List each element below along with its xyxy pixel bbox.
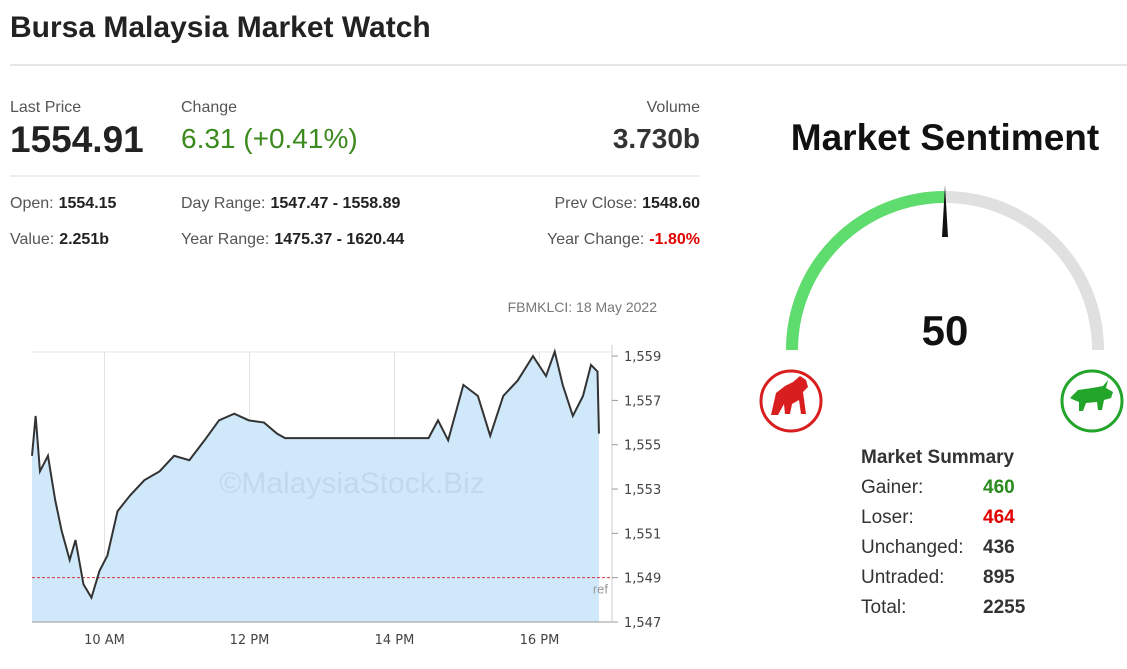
- detail: Day Range: 1547.47 - 1558.89: [181, 195, 400, 212]
- summary-label: Unchanged:: [861, 537, 963, 558]
- sentiment-title: Market Sentiment: [791, 117, 1099, 158]
- sentiment-value: 50: [922, 307, 969, 354]
- y-tick-label: 1,553: [624, 483, 661, 498]
- line: [31, 348, 600, 601]
- gauge: 50: [786, 185, 1104, 354]
- watermark: ©MalaysiaStock.Biz: [219, 467, 485, 500]
- bull-icon: [1060, 369, 1124, 433]
- detail: Value: 2.251b: [10, 231, 109, 248]
- summary-value: 2255: [983, 597, 1026, 618]
- detail-value: 1547.47 - 1558.89: [271, 195, 401, 212]
- y-tick-label: 1,547: [624, 616, 661, 631]
- page-title: Bursa Malaysia Market Watch: [10, 11, 431, 44]
- detail-label: Open:: [10, 195, 54, 212]
- y-tick-label: 1,559: [624, 350, 661, 365]
- x-tick-label: 10 AM: [84, 633, 125, 648]
- summary-value: 436: [983, 537, 1015, 558]
- detail-label: Day Range:: [181, 195, 266, 212]
- volume-label: Volume: [647, 99, 700, 116]
- detail: Open: 1554.15: [10, 195, 117, 212]
- x-tick-label: 12 PM: [230, 633, 270, 648]
- summary-value: 464: [983, 507, 1015, 528]
- summary-value: 895: [983, 567, 1015, 588]
- chart: FBMKLCI: 18 May 2022 10 AM 12 PM 14 PM 16 PM…: [31, 299, 661, 648]
- summary-label: Gainer:: [861, 477, 923, 498]
- detail-label: Value:: [10, 231, 54, 248]
- gauge-value: [786, 191, 946, 351]
- bear-icon: [759, 369, 823, 433]
- y-tick-label: 1,555: [624, 439, 661, 454]
- change: 6.31 (+0.41%): [181, 123, 358, 154]
- x-tick-label: 14 PM: [375, 633, 415, 648]
- summary-value: 460: [983, 477, 1015, 498]
- y-tick-label: 1,549: [624, 572, 661, 587]
- volume: 3.730b: [613, 123, 700, 154]
- y-tick-label: 1,557: [624, 394, 661, 409]
- area: [32, 351, 599, 622]
- detail: Year Change: -1.80%: [547, 231, 700, 248]
- detail-label: Prev Close:: [554, 195, 637, 212]
- detail-label: Year Change:: [547, 231, 644, 248]
- y-tick-label: 1,551: [624, 527, 661, 542]
- last-price: 1554.91: [10, 119, 144, 160]
- summary-table: Gainer: 460 Loser: 464 Unchanged: 436 Untraded…: [861, 477, 1026, 618]
- chart-subtitle: FBMKLCI: 18 May 2022: [508, 299, 658, 315]
- detail: Prev Close: 1548.60: [554, 195, 700, 212]
- details: Open: 1554.15 Day Range: 1547.47 - 1558.89 P…: [10, 195, 700, 248]
- ref-label: ref: [593, 582, 609, 597]
- detail-value: -1.80%: [649, 231, 700, 248]
- x-tick-label: 16 PM: [520, 633, 560, 648]
- detail-value: 1475.37 - 1620.44: [274, 231, 404, 248]
- detail-value: 1554.15: [59, 195, 117, 212]
- detail-label: Year Range:: [181, 231, 269, 248]
- gauge-needle: [942, 185, 948, 237]
- detail-value: 1548.60: [642, 195, 700, 212]
- detail: Year Range: 1475.37 - 1620.44: [181, 231, 404, 248]
- last-price-label: Last Price: [10, 99, 81, 116]
- summary-label: Loser:: [861, 507, 914, 528]
- detail-value: 2.251b: [59, 231, 109, 248]
- change-label: Change: [181, 99, 237, 116]
- summary-title: Market Summary: [861, 447, 1015, 468]
- summary-label: Total:: [861, 597, 906, 618]
- summary-label: Untraded:: [861, 567, 944, 588]
